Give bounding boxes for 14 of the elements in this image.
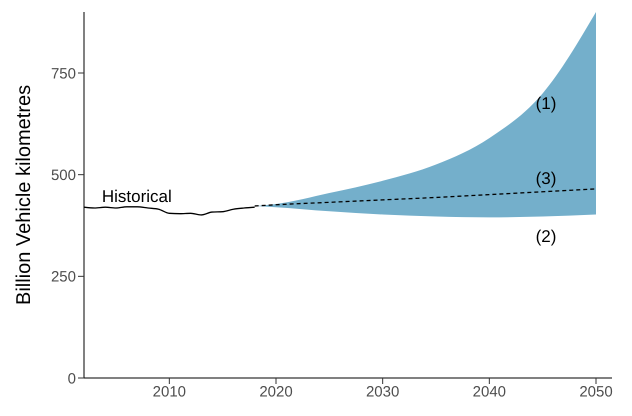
x-tick-label: 2020 [259,384,293,401]
y-tick-label: 750 [50,65,76,82]
y-tick-label: 0 [68,370,76,388]
y-tick-label: 500 [50,166,76,184]
x-tick-label: 2010 [152,384,186,401]
annotation: (2) [536,227,556,248]
annotation: Historical [102,186,172,207]
y-axis-title: Billion Vehicle kilometres [13,84,36,305]
annotation: (3) [536,168,556,189]
annotation: (1) [536,94,556,114]
x-tick-label: 2050 [579,384,613,401]
x-tick-label: 2040 [472,384,506,401]
y-tick-label: 250 [50,268,76,286]
x-tick-label: 2030 [366,384,400,401]
